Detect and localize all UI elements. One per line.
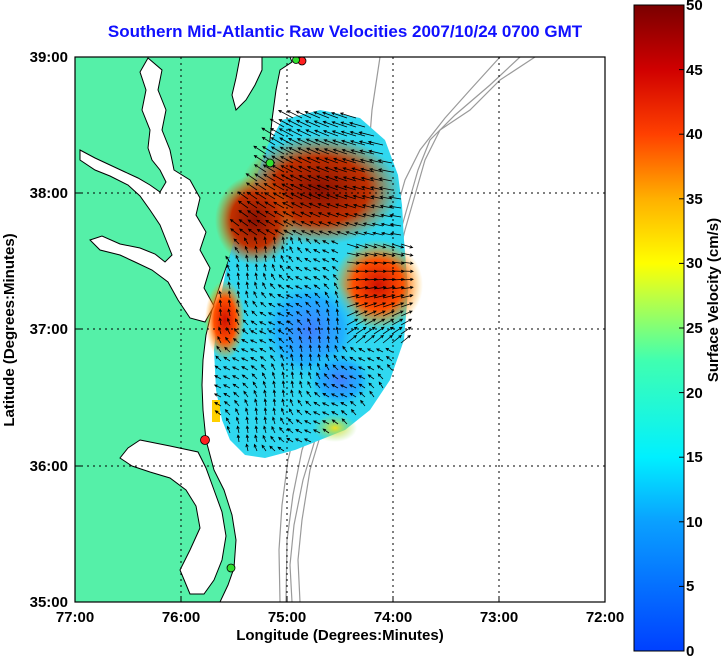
colorbar-tick-label: 10	[686, 514, 703, 531]
y-tick-label: 37:00	[30, 321, 68, 338]
x-tick-label: 75:00	[268, 609, 306, 626]
colorbar-ticks	[679, 4, 684, 652]
x-tick-label: 76:00	[162, 609, 200, 626]
x-tick-label: 72:00	[586, 609, 624, 626]
station-marker	[265, 158, 275, 168]
colorbar-tick-label: 45	[686, 62, 703, 79]
colorbar-tick-label: 50	[686, 0, 703, 14]
y-tick-label: 39:00	[30, 49, 68, 66]
colorbar-tick-label: 30	[686, 255, 703, 272]
y-tick-label: 35:00	[30, 594, 68, 611]
station-marker	[292, 57, 300, 64]
colorbar-label: Surface Velocity (cm/s)	[705, 218, 722, 382]
velocity-arrows	[213, 109, 414, 452]
map-title: Southern Mid-Atlantic Raw Velocities 200…	[107, 22, 583, 41]
map-grid	[75, 57, 605, 602]
axis-ticks	[74, 56, 606, 603]
x-axis-label: Longitude (Degrees:Minutes)	[236, 627, 444, 644]
y-axis-label: Latitude (Degrees:Minutes)	[1, 233, 18, 426]
colorbar-tick-label: 35	[686, 191, 703, 208]
y-tick-label: 36:00	[30, 458, 68, 475]
x-tick-label: 77:00	[56, 609, 94, 626]
colorbar-tick-label: 25	[686, 320, 703, 337]
x-tick-label: 73:00	[480, 609, 518, 626]
station-marker	[200, 435, 210, 445]
velocity-arrow-paths	[213, 109, 414, 452]
x-tick-label: 74:00	[374, 609, 412, 626]
colorbar	[633, 4, 685, 652]
colorbar-tick-label: 15	[686, 449, 703, 466]
colorbar-tick-label: 5	[686, 578, 694, 595]
velocity-field	[205, 109, 423, 458]
delaware-bay	[231, 57, 263, 111]
colorbar-tick-label: 0	[686, 643, 694, 659]
y-tick-label: 38:00	[30, 185, 68, 202]
colorbar-tick-label: 40	[686, 126, 703, 143]
station-marker	[226, 563, 236, 573]
pamlico-sound	[119, 439, 227, 595]
colorbar-tick-label: 20	[686, 385, 703, 402]
